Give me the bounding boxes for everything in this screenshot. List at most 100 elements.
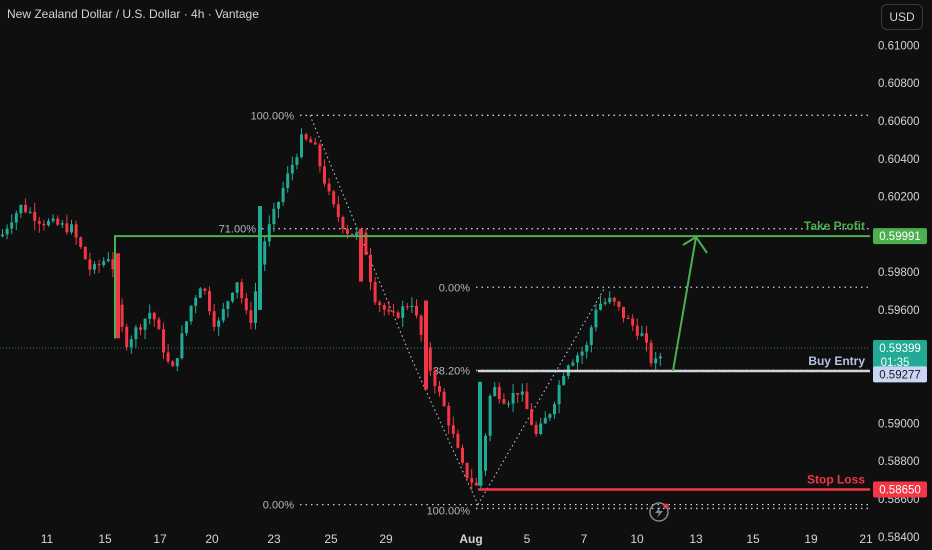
candle-body <box>1 234 4 237</box>
candle-body <box>79 237 83 247</box>
candle-body <box>392 311 395 313</box>
lightning-icon[interactable] <box>649 502 669 522</box>
candle-body <box>14 213 18 223</box>
candle-body <box>129 339 133 348</box>
candle-body <box>332 191 336 205</box>
candle-body <box>111 259 115 270</box>
x-tick-label: 20 <box>205 532 219 546</box>
candle-body <box>70 224 73 233</box>
candle-body <box>415 305 418 316</box>
x-tick-label: Aug <box>459 532 482 546</box>
candle-body <box>617 301 621 307</box>
candle-body <box>47 220 50 226</box>
fib-level-label: 71.00% <box>219 224 257 236</box>
candle-body <box>157 319 161 330</box>
fib-level-label: 100.00% <box>427 505 471 517</box>
buy-entry-label: Buy Entry <box>808 354 865 368</box>
stop-loss-label: Stop Loss <box>807 473 865 487</box>
candle-body <box>42 223 46 226</box>
y-tick-label: 0.59600 <box>878 305 920 317</box>
candle-body <box>419 315 423 335</box>
candle-body <box>185 321 188 334</box>
x-tick-label: 13 <box>689 532 703 546</box>
candle-body <box>401 306 405 318</box>
candle-body <box>217 320 221 327</box>
candle-body <box>272 208 276 225</box>
candle-body <box>281 187 285 202</box>
take-profit-price-tag: 0.59991 <box>879 231 921 243</box>
candle-body <box>235 282 239 293</box>
candle-body <box>534 424 538 435</box>
candle-body <box>543 417 547 424</box>
candle-body <box>478 381 482 486</box>
candle-body <box>60 223 64 225</box>
take-profit-price-tag-bg <box>873 228 927 245</box>
candle-body <box>37 221 41 224</box>
candle-body <box>102 261 106 266</box>
candle-body <box>290 164 294 174</box>
y-tick-label: 0.60600 <box>878 116 920 128</box>
take-profit-label: Take Profit <box>804 219 865 233</box>
candle-body <box>231 292 234 302</box>
x-tick-label: 10 <box>630 532 644 546</box>
candle-body <box>497 386 501 400</box>
candle-body <box>341 217 345 229</box>
candle-body <box>507 403 510 405</box>
fib-level-label: 0.00% <box>439 282 470 294</box>
chart-title: New Zealand Dollar / U.S. Dollar · 4h · … <box>7 7 259 21</box>
stop-loss-price-tag-bg <box>873 481 927 498</box>
candle-body <box>5 228 9 235</box>
candle-body <box>612 297 616 302</box>
candle-body <box>166 352 170 362</box>
y-tick-label: 0.60800 <box>878 78 920 90</box>
fib-trend-line <box>309 115 479 505</box>
x-tick-label: 11 <box>41 532 54 546</box>
candle-body <box>152 312 156 320</box>
candle-body <box>212 311 216 327</box>
candle-body <box>336 204 340 218</box>
candle-body <box>208 290 211 312</box>
candle-body <box>576 355 579 363</box>
candle-body <box>599 303 602 310</box>
lightning-glyph <box>655 506 663 518</box>
currency-button[interactable]: USD <box>881 4 923 30</box>
candle-body <box>470 478 474 483</box>
candle-body <box>594 309 598 328</box>
candle-body <box>263 241 267 265</box>
candle-body <box>139 327 142 330</box>
candle-body <box>640 333 644 336</box>
candle-body <box>451 425 455 434</box>
y-tick-label: 0.59800 <box>878 267 920 279</box>
fib-level-label: 38.20% <box>433 365 471 377</box>
candle-body <box>120 304 124 327</box>
candle-body <box>221 309 225 321</box>
candle-body <box>622 306 625 319</box>
candle-body <box>318 144 322 167</box>
stop-loss-price-tag: 0.58650 <box>879 485 921 497</box>
candle-body <box>28 211 32 213</box>
candle-body <box>424 300 428 390</box>
candle-body <box>143 318 147 330</box>
candle-body <box>456 433 460 448</box>
candle-body <box>511 392 515 404</box>
candle-body <box>525 391 529 410</box>
fib-level-label: 0.00% <box>263 500 294 512</box>
candle-body <box>350 233 354 235</box>
candle-body <box>175 358 179 367</box>
candle-body <box>189 305 193 322</box>
candle-body <box>387 309 391 312</box>
candle-body <box>654 358 658 364</box>
candle-body <box>373 282 377 303</box>
candle-body <box>226 301 230 310</box>
candle-body <box>359 228 363 282</box>
buy-entry-price-tag: 0.59277 <box>879 369 921 381</box>
candle-body <box>134 327 138 340</box>
candle-body <box>97 264 101 266</box>
candle-body <box>405 306 409 308</box>
candle-body <box>369 254 372 283</box>
candle-body <box>162 329 165 353</box>
candle-body <box>258 206 262 310</box>
candle-body <box>24 204 27 213</box>
y-tick-label: 0.59000 <box>878 418 920 430</box>
